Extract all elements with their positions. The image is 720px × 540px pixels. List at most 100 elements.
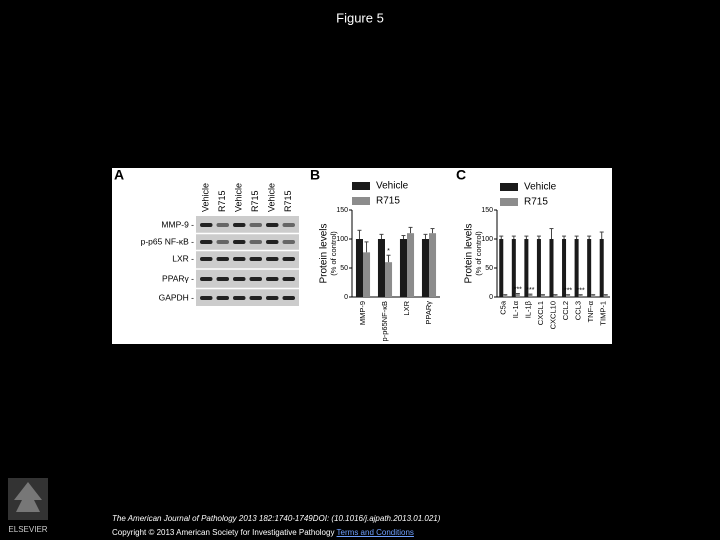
blot-band	[233, 277, 246, 281]
bar	[499, 239, 504, 297]
bar	[399, 239, 407, 297]
blot-band	[282, 240, 295, 244]
lane-label: Vehicle	[234, 183, 244, 212]
legend-label: Vehicle	[524, 182, 557, 193]
significance: ***	[514, 286, 522, 293]
row-label: GAPDH -	[159, 292, 195, 302]
bar	[587, 239, 592, 297]
x-tick-label: MMP-9	[358, 301, 367, 325]
bar	[562, 239, 567, 297]
blot-band	[216, 257, 229, 261]
bar	[355, 239, 363, 297]
x-tick-label: IL-1β	[523, 300, 532, 318]
legend-swatch	[352, 182, 370, 190]
y-axis-sublabel: (% of control)	[329, 231, 338, 276]
blot-band	[216, 223, 229, 227]
bar	[363, 252, 371, 297]
y-tick-label: 150	[481, 207, 493, 214]
bar	[536, 239, 541, 297]
blot-band	[266, 296, 279, 300]
bar	[553, 295, 558, 297]
legend-swatch	[352, 197, 370, 205]
slide-title: Figure 5	[336, 10, 384, 25]
bar	[377, 239, 385, 297]
legend-label: R715	[524, 197, 548, 208]
bar	[524, 239, 529, 297]
logo-text: ELSEVIER	[8, 525, 47, 534]
blot-band	[200, 277, 213, 281]
y-tick-label: 0	[489, 294, 493, 301]
blot-band	[200, 240, 213, 244]
x-tick-label: CCL3	[574, 301, 583, 320]
x-tick-label: CCL2	[561, 301, 570, 320]
x-tick-label: PPARγ	[424, 301, 433, 325]
bar	[407, 233, 415, 297]
blot-band	[233, 223, 246, 227]
blot-band	[216, 240, 229, 244]
blot-band	[266, 223, 279, 227]
blot-band	[282, 277, 295, 281]
panel-label: B	[310, 167, 320, 183]
significance: *	[387, 248, 390, 255]
blot-band	[249, 240, 262, 244]
bar	[574, 239, 579, 297]
citation: The American Journal of Pathology 2013 1…	[112, 514, 440, 523]
legend-label: Vehicle	[376, 181, 409, 192]
blot-band	[216, 277, 229, 281]
terms-link[interactable]: Terms and Conditions	[336, 528, 414, 537]
blot-band	[266, 257, 279, 261]
blot-background	[196, 216, 299, 306]
row-label: MMP-9 -	[161, 219, 194, 229]
y-tick-label: 100	[336, 236, 348, 243]
significance: ***	[526, 287, 534, 294]
copyright: Copyright © 2013 American Society for In…	[112, 528, 335, 537]
blot-band	[233, 240, 246, 244]
blot-band	[282, 296, 295, 300]
blot-band	[200, 296, 213, 300]
lane-label: R715	[250, 190, 260, 212]
elsevier-logo: ELSEVIER	[8, 478, 48, 534]
blot-band	[233, 296, 246, 300]
x-tick-label: CXCL10	[548, 301, 557, 329]
x-tick-label: IL-1α	[511, 300, 520, 318]
y-axis-sublabel: (% of control)	[474, 231, 483, 276]
significance: ***	[564, 288, 572, 295]
bar	[591, 295, 596, 297]
row-label: LXR -	[172, 253, 194, 263]
blot-band	[266, 277, 279, 281]
x-tick-label: C5a	[498, 300, 507, 315]
x-tick-label: TIMP-1	[599, 301, 608, 326]
row-label: PPARγ -	[162, 273, 194, 283]
y-tick-label: 100	[481, 236, 493, 243]
blot-band	[200, 223, 213, 227]
y-tick-label: 50	[485, 265, 493, 272]
blot-band	[216, 296, 229, 300]
legend-swatch	[500, 183, 518, 191]
row-label: p-p65 NF-κB -	[141, 236, 195, 246]
y-tick-label: 150	[336, 207, 348, 214]
bar	[603, 295, 608, 297]
blot-band	[282, 223, 295, 227]
bar	[385, 262, 393, 297]
x-tick-label: TNF-α	[586, 300, 595, 322]
blot-band	[282, 257, 295, 261]
legend-swatch	[500, 198, 518, 206]
bar	[503, 295, 508, 297]
x-tick-label: LXR	[402, 300, 411, 315]
legend-label: R715	[376, 196, 400, 207]
x-tick-label: p-p65NF-κB	[380, 301, 389, 341]
lane-label: Vehicle	[267, 183, 277, 212]
bar	[578, 295, 583, 297]
blot-band	[249, 296, 262, 300]
bar	[540, 295, 545, 297]
bar	[549, 239, 554, 297]
bar	[421, 239, 429, 297]
lane-label: R715	[283, 190, 293, 212]
bar	[566, 295, 571, 297]
y-tick-label: 50	[340, 265, 348, 272]
blot-band	[249, 257, 262, 261]
copyright-line: Copyright © 2013 American Society for In…	[112, 528, 414, 537]
bar	[511, 239, 516, 297]
